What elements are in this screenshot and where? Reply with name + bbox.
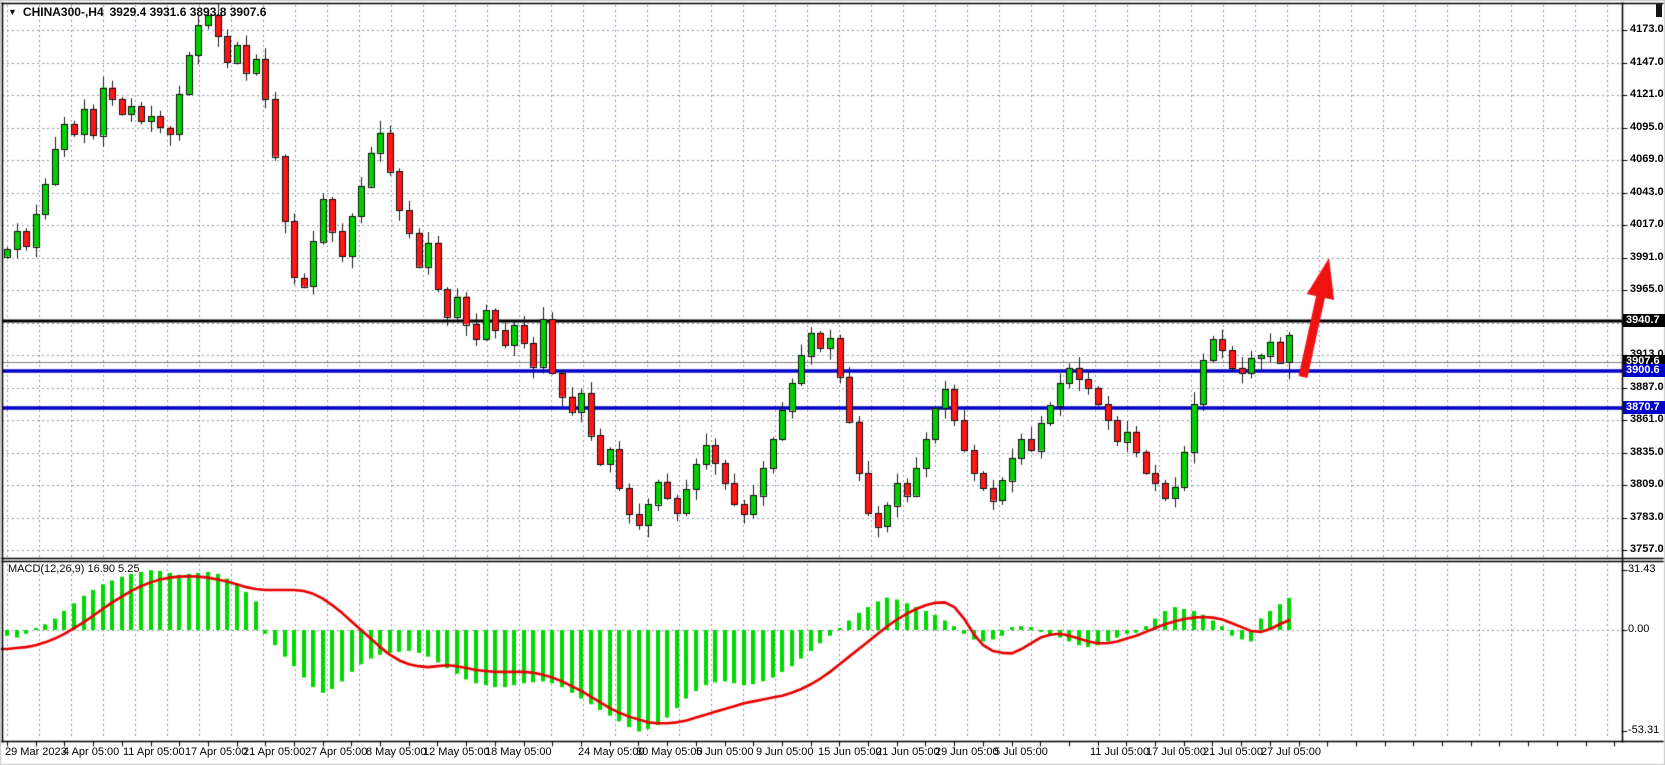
- price-tick-label: 3991.0: [1630, 250, 1664, 263]
- chart-symbol-period: CHINA300-,H4: [22, 5, 104, 19]
- time-label: 11 Apr 05:00: [123, 746, 185, 758]
- time-label: 5 Jul 05:00: [994, 746, 1048, 758]
- macd-tick-label: 31.43: [1628, 563, 1656, 576]
- price-level-badge: 3900.6: [1623, 363, 1665, 377]
- price-tick-label: 4121.0: [1630, 88, 1664, 101]
- time-label: 17 Jul 05:00: [1146, 746, 1206, 758]
- price-tick-label: 4069.0: [1630, 153, 1664, 166]
- macd-tick-label: 0.00: [1628, 622, 1650, 635]
- price-tick-label: 3809.0: [1630, 478, 1664, 491]
- price-level-badge: 3940.7: [1623, 313, 1665, 327]
- price-tick-label: 4043.0: [1630, 185, 1664, 198]
- time-label: 9 Jun 05:00: [756, 746, 814, 758]
- price-tick-label: 3757.0: [1630, 543, 1664, 556]
- time-label: 17 Apr 05:00: [185, 746, 248, 758]
- time-label: 18 May 05:00: [485, 746, 552, 758]
- time-label: 30 May 05:00: [636, 746, 703, 758]
- time-label: 21 Jul 05:00: [1203, 746, 1263, 758]
- time-label: 15 Jun 05:00: [818, 746, 882, 758]
- chart-ohlc-readout: 3929.4 3931.6 3893.8 3907.6: [109, 5, 267, 19]
- macd-indicator-label: MACD(12,26,9) 16.90 5.25: [8, 563, 140, 575]
- price-tick-label: 3965.0: [1630, 283, 1664, 296]
- time-label: 29 Mar 2023: [5, 746, 67, 758]
- time-label: 24 May 05:00: [578, 746, 645, 758]
- time-label: 29 Jun 05:00: [935, 746, 999, 758]
- time-label: 27 Jul 05:00: [1261, 746, 1321, 758]
- time-label: 27 Apr 05:00: [305, 746, 368, 758]
- time-label: 21 Jun 05:00: [876, 746, 940, 758]
- time-label: 21 Apr 05:00: [243, 746, 306, 758]
- price-tick-label: 4017.0: [1630, 218, 1664, 231]
- price-tick-label: 3861.0: [1630, 413, 1664, 426]
- price-tick-label: 3835.0: [1630, 445, 1664, 458]
- time-label: 11 Jul 05:00: [1090, 746, 1150, 758]
- price-tick-label: 3783.0: [1630, 510, 1664, 523]
- time-label: 5 Jun 05:00: [696, 746, 754, 758]
- scrollbar-fragment-icon: [1656, 4, 1662, 17]
- price-tick-label: 4173.0: [1630, 23, 1664, 36]
- chart-title: ▼ CHINA300-,H4 3929.4 3931.6 3893.8 3907…: [8, 5, 266, 19]
- symbol-dropdown-icon[interactable]: ▼: [8, 6, 17, 17]
- macd-tick-label: -53.31: [1628, 724, 1660, 737]
- price-tick-label: 4147.0: [1630, 55, 1664, 68]
- price-level-badge: 3870.7: [1623, 401, 1665, 415]
- time-label: 8 May 05:00: [366, 746, 427, 758]
- time-label: 12 May 05:00: [423, 746, 490, 758]
- time-label: 4 Apr 05:00: [63, 746, 120, 758]
- price-tick-label: 4095.0: [1630, 120, 1664, 133]
- price-tick-label: 3887.0: [1630, 380, 1664, 393]
